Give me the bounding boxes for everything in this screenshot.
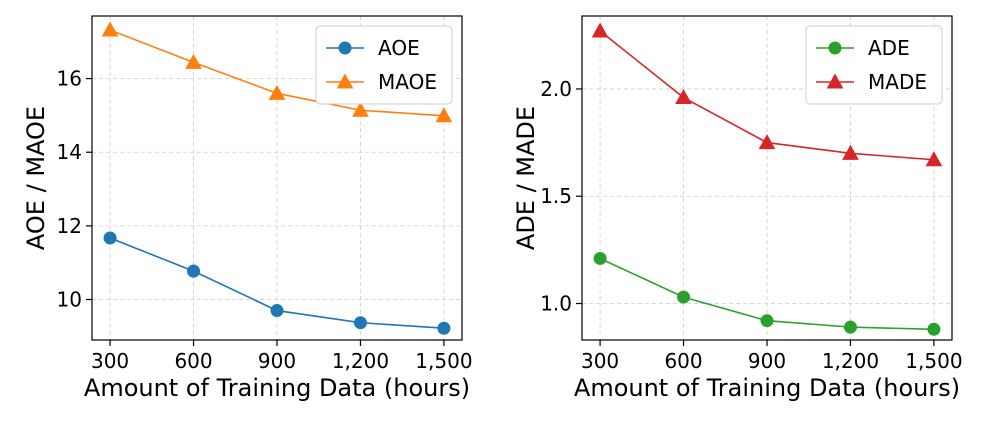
left-data-point-maoe [268,84,286,100]
right-data-point-ade [593,251,607,265]
right-data-point-made [675,89,692,105]
left-data-point-maoe [352,101,369,117]
left-y-tick-label: 12 [57,214,82,238]
left-data-point-maoe [435,107,453,123]
right-x-tick-label: 300 [581,349,619,373]
left-legend-marker [338,41,352,55]
right-data-point-ade [760,314,774,328]
right-x-tick-label: 600 [664,349,702,373]
left-y-tick-label: 10 [57,288,82,312]
right-data-point-ade [927,322,941,336]
right-data-point-ade [677,290,691,304]
left-x-tick-label: 1,500 [415,349,472,373]
right-y-axis-label: ADE / MADE [512,106,540,250]
left-data-point-maoe [185,53,202,69]
right-legend-marker [826,73,844,89]
right-x-axis-label: Amount of Training Data (hours) [574,374,960,402]
left-legend-label: AOE [378,36,420,60]
left-chart-panel: 300 600 900 1,200 1,500 10 12 14 16 Amount of Tr… [22,15,473,402]
right-data-point-ade [843,320,857,334]
left-x-tick-label: 900 [258,349,296,373]
right-legend-label: ADE [868,36,910,60]
left-legend: AOE MAOE [315,25,453,105]
left-data-point-aoe [353,316,367,330]
left-data-point-maoe [101,21,119,37]
left-legend-marker [336,73,354,89]
right-y-tick-label: 2.0 [540,77,572,101]
left-data-point-aoe [187,264,201,278]
left-x-tick-label: 1,200 [332,349,389,373]
left-data-point-aoe [437,321,451,335]
left-y-axis-label: AOE / MAOE [22,106,50,250]
left-x-axis-label: Amount of Training Data (hours) [84,374,470,402]
right-legend-marker [828,41,842,55]
right-x-tick-label: 900 [748,349,786,373]
right-legend-label: MADE [868,70,927,94]
left-y-tick-label: 16 [57,67,82,91]
right-legend: ADE MADE [805,25,943,105]
left-x-tick-label: 600 [174,349,212,373]
right-data-point-made [758,134,776,150]
right-data-point-made [591,22,609,38]
right-y-tick-label: 1.5 [540,184,572,208]
left-x-tick-label: 300 [91,349,129,373]
right-data-point-made [925,151,943,167]
right-x-tick-label: 1,500 [905,349,962,373]
right-data-point-made [842,144,859,160]
right-y-tick-label: 1.0 [540,292,572,316]
right-chart-panel: 300 600 900 1,200 1,500 1.0 1.5 2.0 Amount of T… [512,15,963,402]
left-legend-label: MAOE [378,70,437,94]
left-data-point-aoe [103,231,117,245]
right-x-tick-label: 1,200 [822,349,879,373]
left-data-point-aoe [270,304,284,318]
left-y-tick-label: 14 [57,140,82,164]
